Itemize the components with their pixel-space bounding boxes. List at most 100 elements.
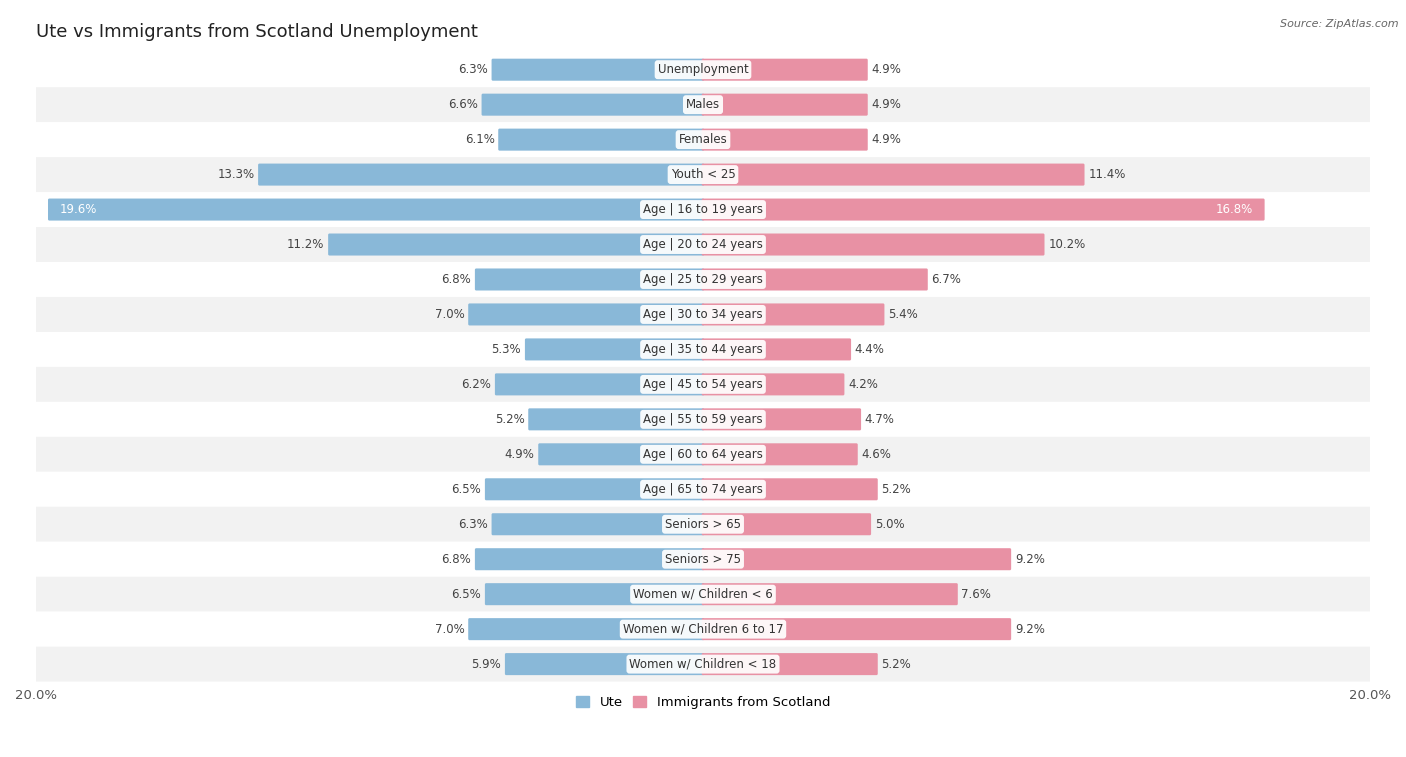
- FancyBboxPatch shape: [702, 94, 868, 116]
- FancyBboxPatch shape: [702, 583, 957, 605]
- Text: 6.3%: 6.3%: [458, 63, 488, 76]
- Text: 11.4%: 11.4%: [1088, 168, 1126, 181]
- Text: Unemployment: Unemployment: [658, 63, 748, 76]
- Text: 5.2%: 5.2%: [495, 413, 524, 426]
- FancyBboxPatch shape: [468, 304, 704, 326]
- Text: 7.0%: 7.0%: [434, 308, 464, 321]
- FancyBboxPatch shape: [468, 618, 704, 640]
- FancyBboxPatch shape: [37, 367, 1369, 402]
- Text: Age | 20 to 24 years: Age | 20 to 24 years: [643, 238, 763, 251]
- Text: 4.4%: 4.4%: [855, 343, 884, 356]
- FancyBboxPatch shape: [37, 122, 1369, 157]
- FancyBboxPatch shape: [498, 129, 704, 151]
- FancyBboxPatch shape: [37, 87, 1369, 122]
- Text: 6.7%: 6.7%: [931, 273, 962, 286]
- FancyBboxPatch shape: [702, 444, 858, 466]
- FancyBboxPatch shape: [702, 408, 860, 431]
- FancyBboxPatch shape: [529, 408, 704, 431]
- Text: 5.9%: 5.9%: [471, 658, 501, 671]
- Text: 6.3%: 6.3%: [458, 518, 488, 531]
- Text: 6.1%: 6.1%: [465, 133, 495, 146]
- Text: 4.9%: 4.9%: [872, 63, 901, 76]
- FancyBboxPatch shape: [538, 444, 704, 466]
- FancyBboxPatch shape: [259, 164, 704, 185]
- Text: 4.9%: 4.9%: [872, 133, 901, 146]
- FancyBboxPatch shape: [485, 583, 704, 605]
- Text: Age | 16 to 19 years: Age | 16 to 19 years: [643, 203, 763, 216]
- FancyBboxPatch shape: [37, 472, 1369, 506]
- Legend: Ute, Immigrants from Scotland: Ute, Immigrants from Scotland: [571, 691, 835, 715]
- FancyBboxPatch shape: [702, 59, 868, 81]
- FancyBboxPatch shape: [702, 304, 884, 326]
- FancyBboxPatch shape: [37, 262, 1369, 297]
- Text: Males: Males: [686, 98, 720, 111]
- Text: 4.2%: 4.2%: [848, 378, 877, 391]
- FancyBboxPatch shape: [702, 198, 1264, 220]
- Text: 4.9%: 4.9%: [872, 98, 901, 111]
- Text: Women w/ Children 6 to 17: Women w/ Children 6 to 17: [623, 623, 783, 636]
- Text: 4.6%: 4.6%: [862, 448, 891, 461]
- Text: Seniors > 75: Seniors > 75: [665, 553, 741, 565]
- FancyBboxPatch shape: [702, 373, 845, 395]
- Text: Seniors > 65: Seniors > 65: [665, 518, 741, 531]
- FancyBboxPatch shape: [702, 269, 928, 291]
- FancyBboxPatch shape: [702, 653, 877, 675]
- Text: 10.2%: 10.2%: [1047, 238, 1085, 251]
- Text: 6.8%: 6.8%: [441, 553, 471, 565]
- Text: Age | 45 to 54 years: Age | 45 to 54 years: [643, 378, 763, 391]
- FancyBboxPatch shape: [485, 478, 704, 500]
- Text: 6.2%: 6.2%: [461, 378, 491, 391]
- Text: Women w/ Children < 6: Women w/ Children < 6: [633, 587, 773, 601]
- FancyBboxPatch shape: [37, 227, 1369, 262]
- Text: Ute vs Immigrants from Scotland Unemployment: Ute vs Immigrants from Scotland Unemploy…: [37, 23, 478, 41]
- Text: 5.2%: 5.2%: [882, 658, 911, 671]
- Text: 16.8%: 16.8%: [1216, 203, 1253, 216]
- FancyBboxPatch shape: [37, 192, 1369, 227]
- Text: 6.6%: 6.6%: [449, 98, 478, 111]
- FancyBboxPatch shape: [37, 297, 1369, 332]
- Text: Source: ZipAtlas.com: Source: ZipAtlas.com: [1281, 19, 1399, 29]
- Text: 4.9%: 4.9%: [505, 448, 534, 461]
- FancyBboxPatch shape: [37, 332, 1369, 367]
- FancyBboxPatch shape: [37, 506, 1369, 542]
- Text: Age | 60 to 64 years: Age | 60 to 64 years: [643, 448, 763, 461]
- FancyBboxPatch shape: [702, 513, 872, 535]
- Text: 9.2%: 9.2%: [1015, 553, 1045, 565]
- Text: 19.6%: 19.6%: [59, 203, 97, 216]
- Text: Youth < 25: Youth < 25: [671, 168, 735, 181]
- FancyBboxPatch shape: [48, 198, 704, 220]
- Text: Females: Females: [679, 133, 727, 146]
- Text: Age | 25 to 29 years: Age | 25 to 29 years: [643, 273, 763, 286]
- FancyBboxPatch shape: [37, 437, 1369, 472]
- Text: 13.3%: 13.3%: [218, 168, 254, 181]
- FancyBboxPatch shape: [37, 157, 1369, 192]
- Text: 4.7%: 4.7%: [865, 413, 894, 426]
- FancyBboxPatch shape: [37, 577, 1369, 612]
- FancyBboxPatch shape: [475, 548, 704, 570]
- Text: 9.2%: 9.2%: [1015, 623, 1045, 636]
- Text: Age | 55 to 59 years: Age | 55 to 59 years: [643, 413, 763, 426]
- FancyBboxPatch shape: [37, 646, 1369, 681]
- FancyBboxPatch shape: [702, 478, 877, 500]
- Text: 6.5%: 6.5%: [451, 483, 481, 496]
- FancyBboxPatch shape: [475, 269, 704, 291]
- FancyBboxPatch shape: [505, 653, 704, 675]
- Text: 5.3%: 5.3%: [492, 343, 522, 356]
- FancyBboxPatch shape: [702, 233, 1045, 256]
- FancyBboxPatch shape: [702, 618, 1011, 640]
- Text: 7.6%: 7.6%: [962, 587, 991, 601]
- FancyBboxPatch shape: [37, 52, 1369, 87]
- FancyBboxPatch shape: [702, 164, 1084, 185]
- FancyBboxPatch shape: [482, 94, 704, 116]
- FancyBboxPatch shape: [328, 233, 704, 256]
- FancyBboxPatch shape: [702, 338, 851, 360]
- Text: 5.4%: 5.4%: [889, 308, 918, 321]
- Text: 6.5%: 6.5%: [451, 587, 481, 601]
- FancyBboxPatch shape: [37, 402, 1369, 437]
- FancyBboxPatch shape: [37, 542, 1369, 577]
- Text: Age | 35 to 44 years: Age | 35 to 44 years: [643, 343, 763, 356]
- FancyBboxPatch shape: [702, 548, 1011, 570]
- Text: Age | 65 to 74 years: Age | 65 to 74 years: [643, 483, 763, 496]
- Text: 11.2%: 11.2%: [287, 238, 325, 251]
- FancyBboxPatch shape: [37, 612, 1369, 646]
